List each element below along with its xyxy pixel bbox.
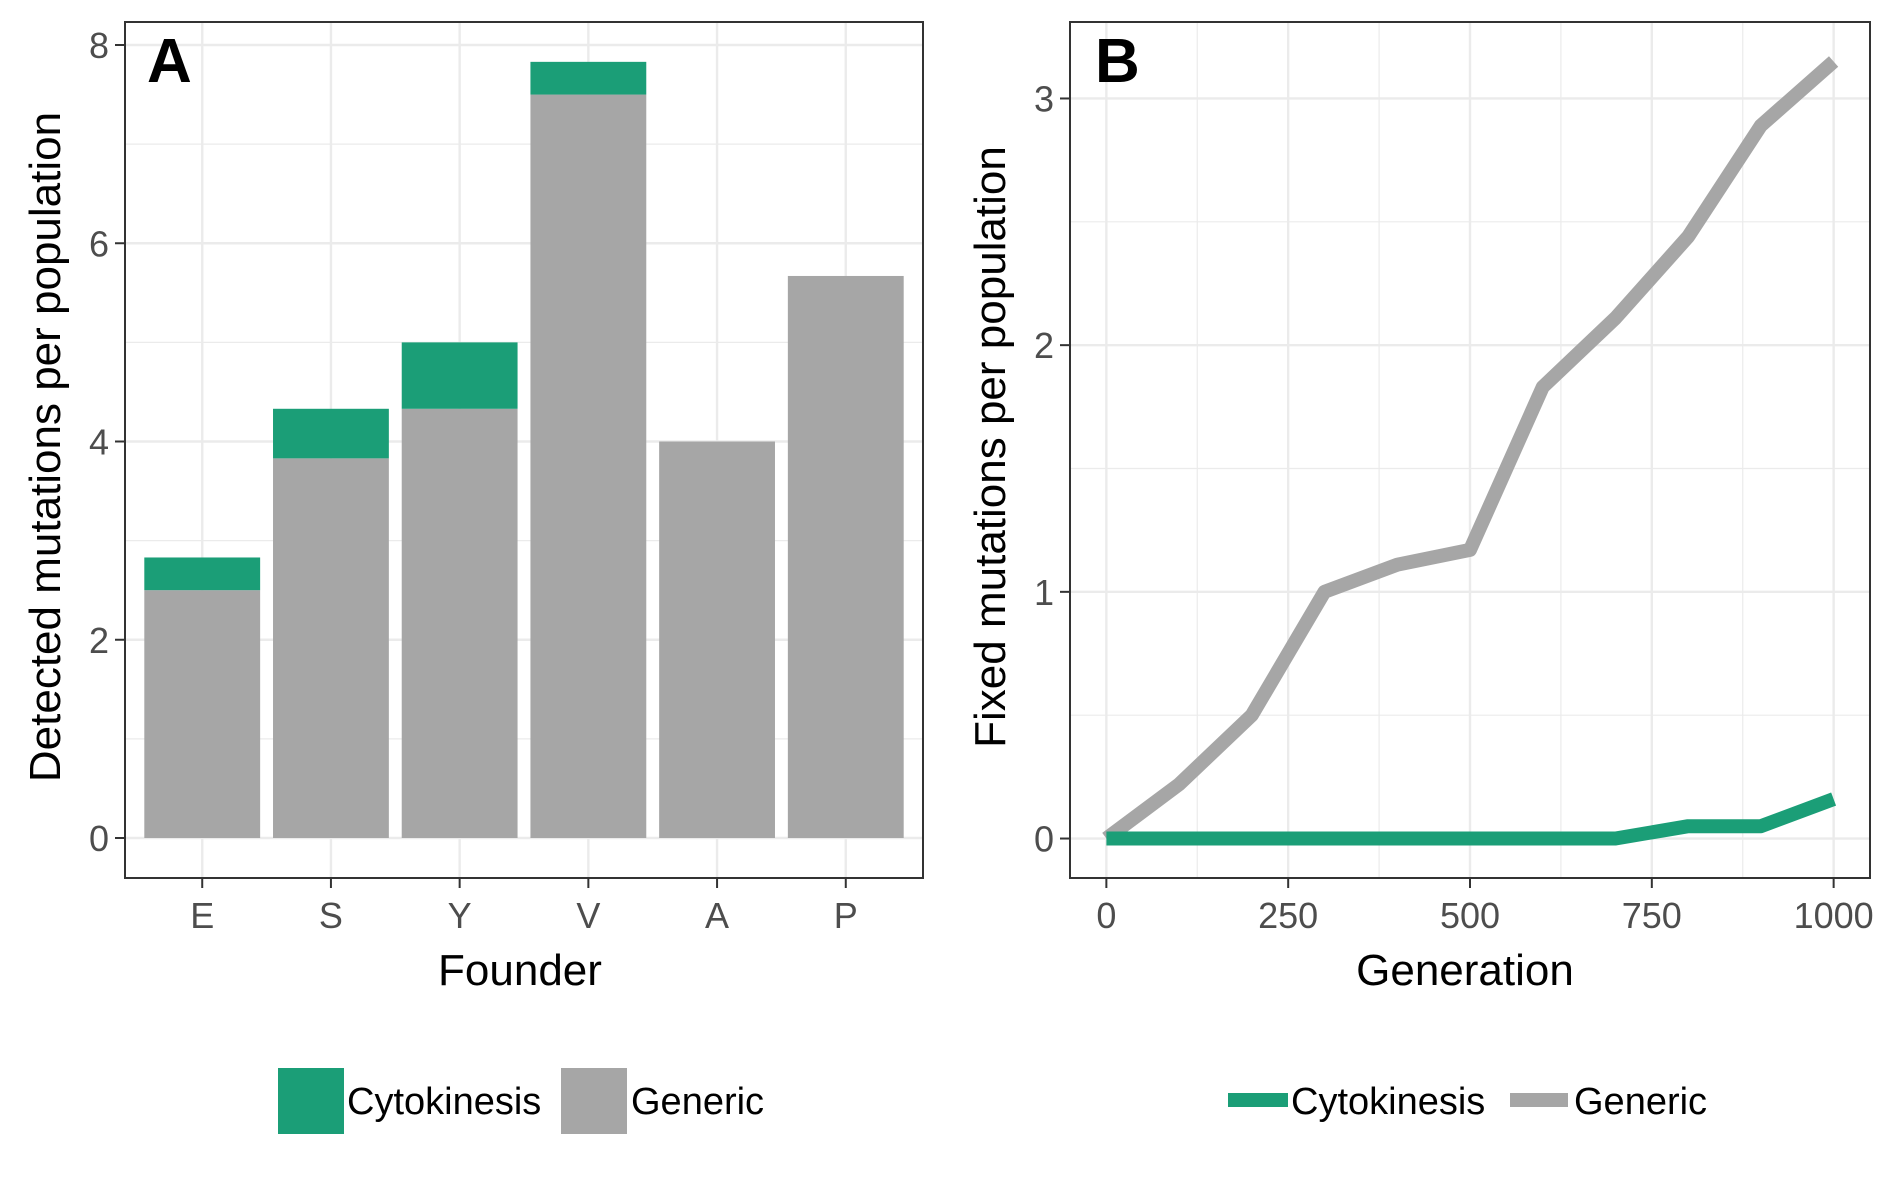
panel-a-legend-label-generic: Generic bbox=[631, 1081, 764, 1123]
panel-b-x-tick-label: 1000 bbox=[1794, 895, 1874, 936]
panel-b-x-tick-label: 0 bbox=[1096, 895, 1116, 936]
bar-cytokinesis-s bbox=[273, 408, 389, 459]
bar-generic-e bbox=[144, 590, 261, 838]
panel-b-y-axis-title: Fixed mutations per population bbox=[966, 146, 1015, 748]
panel-a-y-tick-label: 0 bbox=[89, 818, 109, 859]
panel-a-legend: Cytokinesis Generic bbox=[278, 1068, 764, 1134]
panel-a-x-axis-title: Founder bbox=[438, 946, 602, 995]
bar-generic-y bbox=[401, 408, 518, 838]
panel-a-legend-key-generic bbox=[561, 1068, 627, 1134]
panel-a-x-tick-label: A bbox=[705, 895, 729, 936]
bar-cytokinesis-e bbox=[144, 557, 261, 591]
bar-generic-s bbox=[273, 458, 389, 838]
panel-b-y-tick-label: 1 bbox=[1034, 572, 1054, 613]
panel-b-ticks: 0 1 2 3 0 250 500 750 1000 bbox=[1034, 78, 1874, 936]
panel-a-x-tick-label: V bbox=[576, 895, 600, 936]
bar-cytokinesis-v bbox=[530, 61, 647, 95]
panel-b-x-tick-label: 500 bbox=[1440, 895, 1500, 936]
panel-a-y-tick-label: 4 bbox=[89, 422, 109, 463]
bar-generic-a bbox=[659, 441, 775, 838]
panel-a-legend-key-cytokinesis bbox=[278, 1068, 344, 1134]
panel-a-legend-label-cytokinesis: Cytokinesis bbox=[347, 1081, 541, 1123]
panel-a-y-tick-label: 8 bbox=[89, 25, 109, 66]
panel-a-x-tick-label: P bbox=[834, 895, 858, 936]
bar-cytokinesis-y bbox=[401, 342, 518, 409]
bar-generic-v bbox=[530, 94, 647, 838]
panel-b-legend: Cytokinesis Generic bbox=[1228, 1081, 1707, 1123]
panel-b-legend-label-cytokinesis: Cytokinesis bbox=[1291, 1081, 1485, 1123]
panel-b-label: B bbox=[1095, 27, 1140, 96]
panel-a-x-tick-label: E bbox=[190, 895, 214, 936]
panel-b-x-axis-title: Generation bbox=[1356, 946, 1574, 995]
panel-b-line-chart: 0 1 2 3 0 250 500 750 1000 B Generation Fixed mu… bbox=[966, 21, 1874, 1123]
panel-b-x-tick-label: 750 bbox=[1622, 895, 1682, 936]
panel-b-y-tick-label: 0 bbox=[1034, 819, 1054, 860]
panel-a-border bbox=[124, 21, 924, 879]
panel-a-y-axis-title: Detected mutations per population bbox=[21, 112, 70, 782]
panel-a-bar-chart: 0 2 4 6 8 E S Y V A P A Founder Detected mutations… bbox=[21, 21, 924, 1134]
panel-a-y-tick-label: 6 bbox=[89, 223, 109, 264]
panel-a-x-tick-label: S bbox=[319, 895, 343, 936]
panel-b-y-tick-label: 3 bbox=[1034, 78, 1054, 119]
panel-a-ticks: 0 2 4 6 8 E S Y V A P bbox=[89, 25, 858, 936]
bar-generic-p bbox=[787, 275, 904, 838]
panel-a-y-tick-label: 2 bbox=[89, 620, 109, 661]
panel-a-label: A bbox=[147, 27, 192, 96]
panel-b-legend-label-generic: Generic bbox=[1574, 1081, 1707, 1123]
panel-b-x-tick-label: 250 bbox=[1258, 895, 1318, 936]
panel-a-bars bbox=[144, 61, 904, 838]
panel-a-x-tick-label: Y bbox=[448, 895, 472, 936]
panel-b-lines bbox=[1102, 56, 1839, 846]
panel-b-y-tick-label: 2 bbox=[1034, 325, 1054, 366]
